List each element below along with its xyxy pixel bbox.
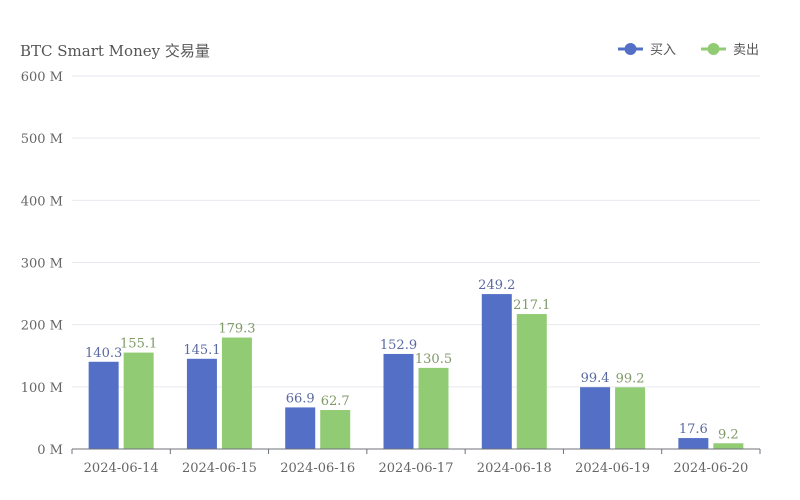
y-tick-label: 600 M bbox=[21, 70, 63, 85]
data-label-sell: 9.2 bbox=[718, 427, 739, 442]
bar-buy[interactable] bbox=[285, 407, 316, 449]
y-tick-label: 0 M bbox=[37, 443, 63, 458]
y-tick-label: 100 M bbox=[21, 381, 63, 396]
legend-item-sell[interactable]: 卖出 bbox=[701, 43, 759, 58]
bar-sell[interactable] bbox=[418, 367, 449, 449]
bar-buy[interactable] bbox=[580, 387, 611, 449]
data-label-sell: 62.7 bbox=[321, 394, 350, 409]
data-label-buy: 145.1 bbox=[183, 343, 220, 358]
legend-label-buy: 买入 bbox=[650, 43, 676, 58]
x-tick-label: 2024-06-17 bbox=[379, 461, 454, 476]
x-tick-label: 2024-06-19 bbox=[575, 461, 650, 476]
y-tick-label: 500 M bbox=[21, 132, 63, 147]
bar-buy[interactable] bbox=[678, 438, 709, 449]
x-tick-label: 2024-06-18 bbox=[477, 461, 552, 476]
data-label-buy: 249.2 bbox=[478, 278, 515, 293]
data-label-sell: 179.3 bbox=[218, 322, 255, 337]
y-axis: 0 M 100 M 200 M 300 M 400 M 500 M 600 M bbox=[21, 70, 63, 458]
data-label-buy: 17.6 bbox=[679, 422, 708, 437]
data-label-sell: 130.5 bbox=[415, 352, 452, 367]
chart-title: BTC Smart Money 交易量 bbox=[20, 42, 210, 60]
bars bbox=[88, 294, 744, 449]
legend-label-sell: 卖出 bbox=[733, 43, 759, 58]
y-tick-label: 400 M bbox=[21, 194, 63, 209]
legend-item-buy[interactable]: 买入 bbox=[618, 43, 676, 58]
bar-buy[interactable] bbox=[186, 358, 217, 449]
y-tick-label: 300 M bbox=[21, 257, 63, 272]
bar-sell[interactable] bbox=[615, 387, 646, 449]
legend-marker-sell bbox=[707, 43, 720, 55]
data-label-sell: 99.2 bbox=[616, 371, 645, 386]
x-tick-label: 2024-06-14 bbox=[84, 461, 159, 476]
grid-lines bbox=[72, 75, 760, 388]
bar-sell[interactable] bbox=[221, 337, 252, 449]
bar-sell[interactable] bbox=[516, 314, 547, 449]
legend-marker-buy bbox=[624, 43, 637, 55]
bar-sell[interactable] bbox=[123, 352, 154, 449]
x-tick-label: 2024-06-20 bbox=[673, 461, 748, 476]
bar-sell[interactable] bbox=[320, 410, 351, 449]
data-label-buy: 140.3 bbox=[85, 346, 122, 361]
x-tick-label: 2024-06-16 bbox=[280, 461, 355, 476]
x-tick-label: 2024-06-15 bbox=[182, 461, 257, 476]
data-label-sell: 155.1 bbox=[120, 337, 157, 352]
bar-sell[interactable] bbox=[713, 443, 744, 449]
y-tick-label: 200 M bbox=[21, 319, 63, 334]
data-label-sell: 217.1 bbox=[513, 298, 550, 313]
bar-buy[interactable] bbox=[88, 361, 119, 449]
data-label-buy: 66.9 bbox=[286, 391, 315, 406]
legend[interactable]: 买入 卖出 bbox=[618, 43, 759, 58]
data-label-buy: 152.9 bbox=[380, 338, 417, 353]
data-label-buy: 99.4 bbox=[581, 371, 610, 386]
bar-buy[interactable] bbox=[481, 294, 512, 449]
x-axis: 2024-06-14 2024-06-15 2024-06-16 2024-06-17… bbox=[71, 448, 761, 476]
bar-buy[interactable] bbox=[383, 353, 414, 449]
